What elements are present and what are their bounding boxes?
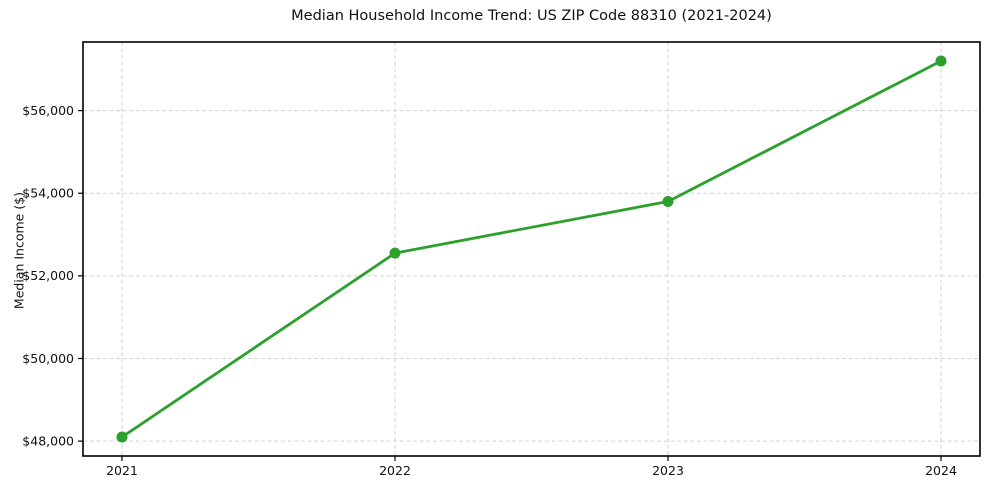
x-tick-label: 2024 bbox=[925, 463, 957, 478]
y-tick-label: $52,000 bbox=[22, 268, 74, 283]
y-tick-label: $54,000 bbox=[22, 186, 74, 201]
data-point bbox=[662, 195, 674, 207]
data-point bbox=[935, 55, 947, 67]
y-tick-label: $56,000 bbox=[22, 103, 74, 118]
y-tick-label: $48,000 bbox=[22, 433, 74, 448]
x-tick-label: 2023 bbox=[652, 463, 684, 478]
data-point bbox=[389, 247, 401, 259]
x-tick-label: 2021 bbox=[106, 463, 138, 478]
y-tick-label: $50,000 bbox=[22, 351, 74, 366]
data-line bbox=[120, 59, 943, 439]
chart-title: Median Household Income Trend: US ZIP Co… bbox=[291, 8, 772, 24]
x-tick-label: 2022 bbox=[379, 463, 411, 478]
data-point bbox=[116, 431, 128, 443]
y-axis-label: Median Income ($) bbox=[11, 191, 27, 310]
plot-frame bbox=[82, 41, 981, 457]
